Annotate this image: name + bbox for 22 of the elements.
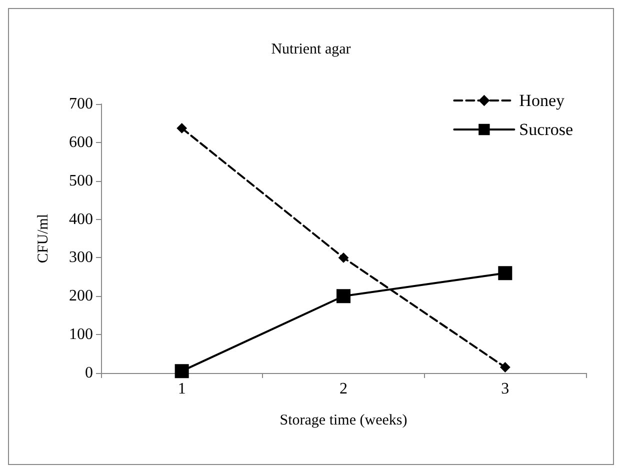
y-tick-label: 100 (69, 326, 93, 344)
y-tick-label: 700 (69, 96, 93, 112)
point (174, 364, 189, 378)
chart-title: Nutrient agar (271, 42, 351, 58)
x-axis-title: Storage time (weeks) (280, 412, 408, 428)
point (498, 266, 512, 280)
point (336, 289, 350, 304)
x-tick-label: 3 (501, 380, 510, 398)
point (500, 362, 510, 372)
y-tick-label: 300 (69, 249, 93, 266)
y-tick-label: 500 (69, 172, 93, 190)
y-axis-title: CFU/ml (36, 214, 52, 264)
point (338, 252, 348, 263)
y-tick-label: 200 (69, 288, 93, 305)
legend-label: Sucrose (519, 120, 574, 139)
x-tick-label: 1 (178, 380, 186, 398)
y-tick-label: 400 (69, 210, 93, 228)
x-tick-label: 2 (340, 380, 348, 398)
y-tick-label: 600 (69, 134, 93, 151)
y-tick-label: 0 (85, 364, 93, 382)
point (176, 123, 187, 134)
legend-label: Honey (519, 91, 565, 110)
